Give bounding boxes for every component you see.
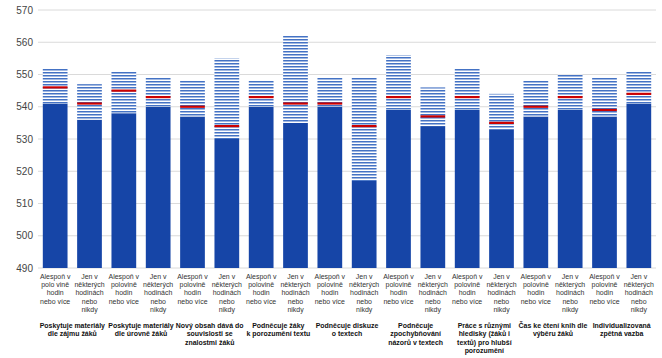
confidence-interval <box>592 78 617 117</box>
group-label: Podněcuje diskuzeo textech <box>316 322 379 337</box>
mean-line <box>386 96 411 98</box>
grid-line <box>38 10 656 11</box>
x-tick-label: Alespoň vpoloviněhodinnebo více <box>246 273 277 305</box>
confidence-interval <box>523 81 548 116</box>
x-axis: Alespoň vpolo viněhodinnebo víceJen vněk… <box>40 273 654 355</box>
bar <box>523 116 548 268</box>
x-tick-label: Alespoň vpolo viněhodinnebo více <box>40 273 71 305</box>
bar <box>317 107 342 268</box>
bars <box>43 36 651 268</box>
mean-line <box>352 125 377 127</box>
confidence-interval <box>558 75 583 110</box>
x-tick-label: Jen vněkterýchhodináchnebonikdy <box>418 273 448 314</box>
mean-line <box>214 125 239 127</box>
mean-line <box>111 90 136 92</box>
group-label: Práce s různýmihledisky (žáků itextů) pr… <box>457 322 513 355</box>
mean-line <box>146 96 171 98</box>
confidence-interval <box>489 94 514 129</box>
x-tick-label: Alespoň vpoloviněhodinnebo více <box>109 273 140 305</box>
y-tick-label: 540 <box>16 101 33 112</box>
bar <box>352 181 377 268</box>
y-tick-label: 550 <box>16 69 33 80</box>
y-axis: 490 500 510 520 530 540 550 560 570 <box>16 5 656 274</box>
x-tick-label: Jen vněkterýchhodináchnebonikdy <box>555 273 585 314</box>
confidence-interval <box>455 68 480 110</box>
grid-line <box>38 42 656 43</box>
mean-line <box>283 102 308 104</box>
confidence-interval <box>249 81 274 107</box>
x-tick-label: Jen vněkterýchhodináchnebonikdy <box>143 273 173 314</box>
mean-line <box>180 106 205 108</box>
x-tick-label: Jen vněkterýchhodináchnebonikdy <box>624 273 654 314</box>
y-tick-label: 530 <box>16 134 33 145</box>
mean-line <box>77 102 102 104</box>
bar <box>43 104 68 268</box>
x-tick-label: Alespoň vpoloviněhodinnebo více <box>177 273 208 305</box>
bar <box>592 116 617 268</box>
group-label: Nový obsah dává dosouvislosti seznalostm… <box>176 322 244 345</box>
bar <box>146 107 171 268</box>
bar <box>626 104 651 268</box>
x-tick-label: Alespoň vpoloviněhodinnebo více <box>589 273 620 305</box>
x-tick-label: Jen vněkterýchhodináchnebonikdy <box>349 273 379 314</box>
confidence-interval <box>77 84 102 119</box>
bar <box>249 107 274 268</box>
mean-line <box>626 93 651 95</box>
bar <box>489 129 514 268</box>
confidence-interval <box>420 87 445 126</box>
confidence-interval <box>352 78 377 181</box>
bar <box>111 113 136 268</box>
x-tick-label: Alespoň vpoloviněhodinnebo více <box>315 273 346 305</box>
mean-line <box>420 115 445 117</box>
confidence-interval <box>43 68 68 103</box>
bar <box>386 110 411 268</box>
group-label: Individualizovanázpětná vazba <box>593 322 651 338</box>
x-tick-label: Jen vněkterýchhodináchnebonikdy <box>280 273 310 314</box>
y-tick-label: 570 <box>16 5 33 16</box>
x-tick-label: Jen vněkterýchhodináchnebonikdy <box>74 273 104 314</box>
mean-line <box>592 109 617 111</box>
chart: 490 500 510 520 530 540 550 560 570 Alespoň vpolo… <box>0 0 662 358</box>
bar <box>420 126 445 268</box>
mean-line <box>523 106 548 108</box>
confidence-interval <box>386 55 411 110</box>
mean-line <box>489 122 514 124</box>
bar <box>214 139 239 268</box>
y-tick-label: 500 <box>16 230 33 241</box>
confidence-interval <box>180 81 205 116</box>
x-tick-label: Alespoň vpoloviněhodinnebo více <box>452 273 483 305</box>
confidence-interval <box>214 58 239 139</box>
group-label: Čas ke čtení knih dlevýběru žáků <box>519 321 588 338</box>
bar <box>77 120 102 268</box>
confidence-interval <box>317 78 342 107</box>
x-tick-label: Jen vněkterýchhodináchnebonikdy <box>486 273 516 314</box>
confidence-interval <box>146 78 171 107</box>
y-tick-label: 490 <box>16 263 33 274</box>
x-tick-label: Jen vněkterýchhodináchnebonikdy <box>212 273 242 314</box>
group-label: Poskytuje materiálydle zájmu žáků <box>40 322 105 338</box>
group-label: Poskytuje materiálydle úrovně žáků <box>108 322 173 337</box>
y-tick-label: 560 <box>16 37 33 48</box>
mean-line <box>558 96 583 98</box>
mean-line <box>455 96 480 98</box>
group-label: Podněcuje žákyk porozumění textu <box>246 322 310 338</box>
y-tick-label: 510 <box>16 198 33 209</box>
confidence-interval <box>111 71 136 113</box>
bar <box>455 110 480 268</box>
y-tick-label: 520 <box>16 166 33 177</box>
mean-line <box>249 96 274 98</box>
confidence-interval <box>626 71 651 103</box>
confidence-interval <box>283 36 308 123</box>
mean-line <box>317 102 342 104</box>
bar <box>180 116 205 268</box>
bar <box>558 110 583 268</box>
mean-line <box>43 86 68 88</box>
group-label: Podněcujezpochybňovánínázorů v textech <box>388 322 443 345</box>
x-tick-label: Alespoň vpoloviněhodinnebo více <box>383 273 414 305</box>
bar <box>283 123 308 268</box>
x-tick-label: Alespoň vpoloviněhodinnebo více <box>521 273 552 305</box>
